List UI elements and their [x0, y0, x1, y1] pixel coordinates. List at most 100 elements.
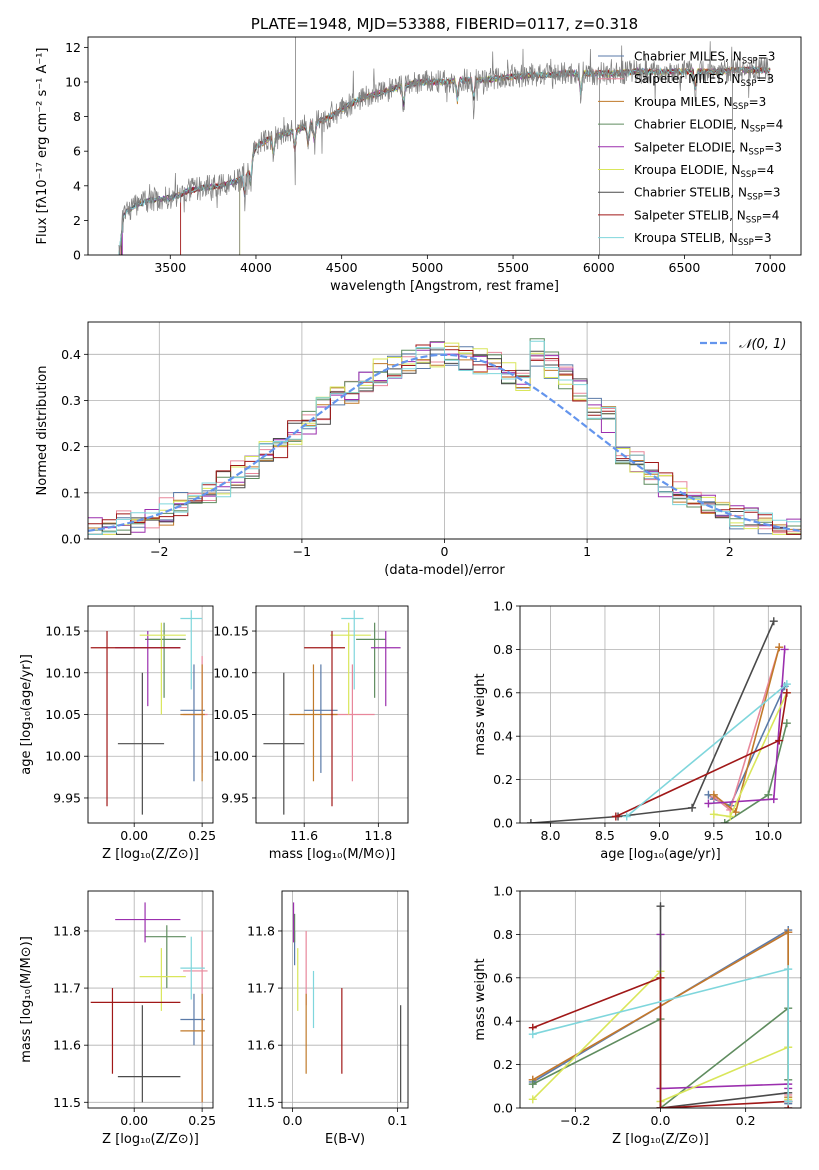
x-tick-label: 4500: [326, 260, 358, 275]
axes-frame: [281, 890, 409, 1109]
x-tick-label: −2: [150, 544, 168, 559]
weight-marker: [622, 812, 631, 821]
weight-lines: [526, 617, 791, 823]
legend-label-7: Salpeter STELIB, NSSP=4: [634, 208, 779, 225]
weight-marker: [775, 736, 784, 745]
legend-label-4: Salpeter ELODIE, NSSP=3: [634, 140, 782, 157]
errorbars: [90, 902, 208, 1103]
x-tick-label: 0.00: [120, 828, 148, 843]
y-tick-label: 6: [73, 144, 81, 159]
x-tick-label: 0.25: [188, 828, 216, 843]
y-axis-label: mass weight: [473, 958, 488, 1040]
x-tick-label: 6500: [669, 260, 701, 275]
y-tick-label: 10.05: [213, 707, 249, 722]
x-tick-label: 9.5: [704, 828, 724, 843]
y-axis-label: Normed distribution: [35, 366, 50, 496]
x-tick-label: 10.0: [754, 828, 782, 843]
x-tick-label: −0.2: [560, 1113, 590, 1128]
y-tick-label: 0.6: [493, 685, 513, 700]
x-tick-label: 7000: [754, 260, 786, 275]
y-tick-label: 11.8: [53, 923, 81, 938]
y-tick-label: 11.6: [53, 1038, 81, 1053]
panel-residuals: −2 −1 0 1 2 0.0 0.1 0.2 0.3 0.4 (data-model)/error…: [35, 321, 802, 578]
x-axis-label: E(B-V): [325, 1132, 365, 1147]
chart-title: PLATE=1948, MJD=53388, FIBERID=0117, z=0…: [251, 15, 638, 33]
observed-spectrum: [118, 41, 771, 255]
x-axis-label: Z [log₁₀(Z/Z⊙)]: [102, 847, 199, 862]
y-axis-label: mass [log₁₀(M/M⊙)]: [19, 936, 34, 1063]
y-tick-label: 10.00: [213, 749, 249, 764]
axes-frame: [255, 605, 409, 824]
x-axis-label: wavelength [Angstrom, rest frame]: [330, 279, 559, 294]
weight-marker: [782, 719, 791, 728]
errorbar-point-6: [117, 1005, 181, 1103]
legend-label-3: Chabrier ELODIE, NSSP=4: [634, 118, 783, 135]
x-tick-label: 0.2: [736, 1113, 756, 1128]
errorbar-point-2: [289, 664, 338, 782]
legend-label-0: Chabrier MILES, NSSP=3: [634, 50, 775, 67]
panel-age-vs-Z: 0.00 0.25 9.95 10.00 10.05 10.10 10.15 Z [log₁₀…: [19, 605, 216, 862]
weight-marker: [764, 790, 773, 799]
y-tick-label: 0.1: [61, 485, 81, 500]
legend-label-1: Salpeter MILES, NSSP=3: [634, 72, 774, 89]
y-tick-label: 12: [65, 40, 81, 55]
weight-marker: [775, 643, 784, 652]
errorbars: [263, 610, 401, 815]
errorbar-point-5: [330, 622, 371, 715]
y-tick-label: 10.15: [45, 624, 81, 639]
y-axis-label: Flux [fλ10⁻¹⁷ erg cm⁻² s⁻¹ A⁻¹]: [35, 48, 50, 245]
y-tick-label: 1.0: [493, 599, 513, 614]
y-tick-label: 0.8: [493, 642, 513, 657]
x-tick-label: 4000: [240, 260, 272, 275]
weight-marker: [528, 1030, 537, 1039]
errorbar-point-7: [90, 631, 181, 807]
errorbar-point-0: [180, 993, 205, 1046]
y-tick-label: 0.2: [493, 772, 513, 787]
y-tick-label: 2: [73, 213, 81, 228]
y-tick-label: 11.5: [53, 1095, 81, 1110]
errorbar-point-2: [180, 993, 205, 1103]
errorbar-point-4: [370, 631, 401, 707]
y-tick-label: 11.6: [247, 1038, 275, 1053]
y-tick-label: 11.7: [53, 981, 81, 996]
legend: Chabrier MILES, NSSP=3 Salpeter MILES, NS…: [598, 50, 783, 248]
legend-label-8: Kroupa STELIB, NSSP=3: [634, 231, 772, 248]
axes-frame: [87, 890, 214, 1109]
weight-marker: [784, 1097, 793, 1106]
x-tick-label: 1: [583, 544, 591, 559]
y-tick-label: 11.8: [247, 923, 275, 938]
x-tick-label: 0.1: [388, 1113, 408, 1128]
spectrum-lines: [118, 37, 771, 255]
errorbar-point-8: [341, 610, 364, 690]
y-tick-label: 4: [73, 178, 81, 193]
weight-marker: [726, 812, 735, 821]
x-axis-label: mass [log₁₀(M/M⊙)]: [269, 847, 396, 862]
axes-frame: [519, 890, 802, 1109]
x-tick-label: 5500: [497, 260, 529, 275]
x-tick-label: 11.6: [290, 828, 318, 843]
errorbar-point-7: [304, 631, 345, 807]
x-tick-label: 0.0: [651, 1113, 671, 1128]
weight-line-6: [530, 620, 775, 823]
y-tick-label: 10.10: [213, 665, 249, 680]
legend-label-6: Chabrier STELIB, NSSP=3: [634, 186, 781, 203]
weight-marker: [528, 1095, 537, 1104]
x-tick-label: 6000: [583, 260, 615, 275]
y-tick-label: 0.0: [61, 532, 81, 547]
weight-line-8: [626, 683, 788, 818]
gaussian-curve: [88, 353, 801, 532]
errorbar-point-0: [180, 664, 205, 782]
weight-marker: [784, 928, 793, 937]
errorbars: [90, 610, 208, 815]
panel-spectrum: 3500 4000 4500 5000 5500 6000 6500 7000 0 2 4 6 8 10 1…: [35, 15, 802, 294]
weight-marker: [709, 790, 718, 799]
y-tick-label: 10.15: [213, 624, 249, 639]
weight-marker: [704, 799, 713, 808]
x-axis-label: Z [log₁₀(Z/Z⊙)]: [612, 1132, 709, 1147]
panel-mass-vs-Z: 0.00 0.25 11.5 11.6 11.7 11.8 Z [log₁₀(Z/Z⊙)] m…: [19, 890, 216, 1147]
errorbar-point-5: [139, 622, 186, 715]
y-tick-label: 0.0: [493, 816, 513, 831]
axes-frame: [87, 36, 802, 256]
